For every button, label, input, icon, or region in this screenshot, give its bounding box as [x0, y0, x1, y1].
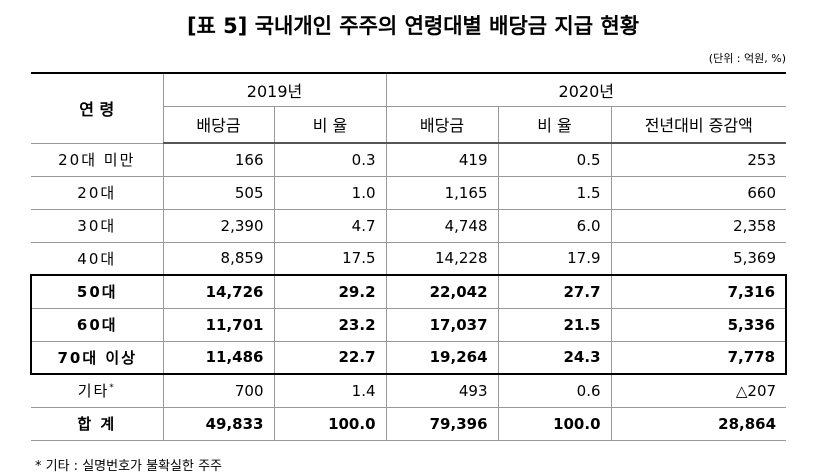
table: 연 령 2019년 2020년 배당금 비 율 배당금 비 율 전년대비 증감액 20대… — [30, 72, 788, 441]
table-row: 20대 505 1.0 1,165 1.5 660 — [31, 175, 787, 210]
value-cell: 5,369 — [610, 241, 787, 276]
value-cell: 2,358 — [610, 208, 787, 243]
column-header: 배당금 — [385, 105, 499, 144]
age-cell: 60대 — [30, 307, 164, 342]
value-cell: 0.3 — [273, 142, 387, 177]
value-cell: 5,336 — [610, 307, 788, 342]
value-cell: 1.4 — [273, 373, 387, 408]
table-body: 20대 미만 166 0.3 419 0.5 253 20대 505 1.0 1,165 1.5 66… — [30, 142, 788, 441]
value-cell: 23.2 — [273, 307, 387, 342]
age-cell: 기타* — [31, 373, 164, 408]
value-cell: 419 — [385, 142, 499, 177]
value-cell: 505 — [162, 175, 275, 210]
table-row: 60대 11,701 23.2 17,037 21.5 5,336 — [30, 307, 788, 342]
value-cell: 0.5 — [497, 142, 612, 177]
column-header: 배당금 — [163, 105, 275, 144]
table-row: 50대 14,726 29.2 22,042 27.7 7,316 — [30, 274, 788, 309]
column-header: 비 율 — [497, 105, 612, 144]
value-cell: 14,726 — [162, 274, 275, 309]
title: [표 5] 국내개인 주주의 연령대별 배당금 지급 현황 — [186, 14, 640, 38]
value-cell: 2,390 — [162, 208, 275, 243]
value-cell: 79,396 — [385, 406, 499, 441]
age-cell: 50대 — [30, 274, 164, 309]
age-cell: 40대 — [31, 241, 164, 276]
table-row: 20대 미만 166 0.3 419 0.5 253 — [31, 142, 787, 177]
value-cell: 4.7 — [273, 208, 387, 243]
value-cell: 49,833 — [162, 406, 275, 441]
value-cell: 11,486 — [162, 340, 275, 375]
value-cell: 0.6 — [497, 373, 612, 408]
value-cell: 28,864 — [610, 406, 787, 441]
value-cell: 19,264 — [385, 340, 499, 375]
value-cell: △207 — [610, 373, 787, 408]
age-cell: 70대 이상 — [30, 340, 164, 375]
table-row: 합 계 49,833 100.0 79,396 100.0 28,864 — [31, 406, 787, 441]
table-header: 연 령 2019년 2020년 배당금 비 율 배당금 비 율 전년대비 증감액 — [31, 72, 787, 144]
age-cell: 20대 — [31, 175, 164, 210]
note-marker: * — [109, 383, 116, 394]
value-cell: 17.9 — [497, 241, 612, 276]
value-cell: 493 — [385, 373, 499, 408]
group-header: 2019년 — [162, 72, 387, 107]
value-cell: 660 — [610, 175, 787, 210]
unit-note: (단위 : 억원, %) — [708, 52, 786, 65]
value-cell: 21.5 — [497, 307, 612, 342]
value-cell: 7,778 — [610, 340, 788, 375]
header-row: 배당금 비 율 배당금 비 율 전년대비 증감액 — [31, 105, 787, 144]
age-cell: 20대 미만 — [31, 142, 164, 177]
value-cell: 166 — [162, 142, 275, 177]
value-cell: 700 — [162, 373, 275, 408]
age-cell: 30대 — [31, 208, 164, 243]
table-row: 30대 2,390 4.7 4,748 6.0 2,358 — [31, 208, 787, 243]
value-cell: 1.5 — [497, 175, 612, 210]
table-row: 70대 이상 11,486 22.7 19,264 24.3 7,778 — [30, 340, 788, 375]
group-header: 2020년 — [385, 72, 787, 107]
table-row: 40대 8,859 17.5 14,228 17.9 5,369 — [31, 241, 787, 276]
value-cell: 14,228 — [385, 241, 499, 276]
header-row: 연 령 2019년 2020년 — [31, 72, 787, 144]
age-header: 연 령 — [31, 72, 164, 144]
value-cell: 22,042 — [385, 274, 499, 309]
value-cell: 27.7 — [497, 274, 612, 309]
value-cell: 4,748 — [385, 208, 499, 243]
value-cell: 8,859 — [162, 241, 275, 276]
column-header: 비 율 — [273, 105, 387, 144]
value-cell: 100.0 — [273, 406, 387, 441]
age-cell: 합 계 — [31, 406, 164, 441]
value-cell: 22.7 — [273, 340, 387, 375]
value-cell: 29.2 — [273, 274, 387, 309]
value-cell: 1.0 — [273, 175, 387, 210]
table-row: 기타* 700 1.4 493 0.6 △207 — [31, 373, 787, 408]
value-cell: 7,316 — [610, 274, 788, 309]
value-cell: 17.5 — [273, 241, 387, 276]
footnote: * 기타 : 실명번호가 불확실한 주주 — [35, 459, 223, 474]
value-cell: 24.3 — [497, 340, 612, 375]
value-cell: 1,165 — [385, 175, 499, 210]
value-cell: 100.0 — [497, 406, 612, 441]
value-cell: 253 — [610, 142, 787, 177]
value-cell: 17,037 — [385, 307, 499, 342]
value-cell: 11,701 — [162, 307, 275, 342]
value-cell: 6.0 — [497, 208, 612, 243]
column-header: 전년대비 증감액 — [610, 105, 787, 144]
